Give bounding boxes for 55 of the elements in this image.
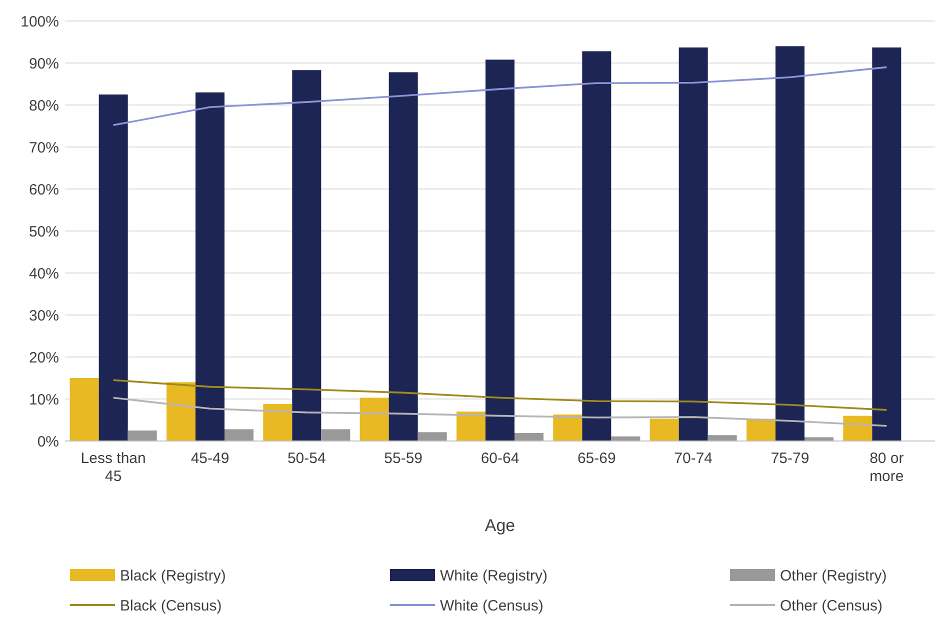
bar [98, 94, 128, 441]
line-series [112, 379, 888, 411]
bar [843, 416, 872, 441]
x-tick-label: 80 or more [870, 450, 904, 485]
bar [360, 398, 389, 441]
bar [418, 432, 447, 441]
legend-label: White (Census) [440, 597, 544, 614]
x-tick-label: 45-49 [190, 450, 230, 467]
y-tick-label: 70% [28, 139, 59, 156]
x-tick-label: 60-64 [480, 450, 520, 467]
bar [678, 47, 708, 441]
bar [582, 51, 612, 441]
bar [776, 46, 804, 441]
bar [70, 378, 99, 441]
bar [166, 382, 196, 441]
x-tick-label: Less than 45 [80, 450, 146, 485]
bar [553, 414, 582, 441]
x-tick-label: 75-79 [770, 450, 810, 467]
y-tick-label: 50% [28, 223, 59, 240]
y-tick-label: 60% [28, 181, 59, 198]
y-tick-label: 80% [28, 97, 59, 114]
bar [292, 70, 322, 441]
bar [804, 437, 834, 441]
bar [486, 60, 514, 441]
y-tick-label: 10% [28, 391, 59, 408]
y-tick-label: 0% [37, 433, 59, 450]
bar [321, 429, 350, 441]
legend-label: White (Registry) [440, 567, 548, 584]
y-tick-label: 30% [28, 307, 59, 324]
x-axis-title: Age [484, 516, 516, 535]
legend-label: Other (Census) [780, 597, 883, 614]
legend-label: Black (Census) [120, 597, 222, 614]
bar [263, 404, 292, 441]
line-series [112, 396, 888, 427]
y-tick-label: 100% [20, 13, 59, 30]
x-tick-label: 65-69 [577, 450, 616, 467]
bar [746, 418, 776, 441]
bar [456, 412, 486, 441]
bar [128, 430, 157, 441]
bar [872, 47, 902, 441]
bar [650, 418, 679, 441]
x-tick-label: 50-54 [287, 450, 326, 467]
x-tick-label: 70-74 [674, 450, 713, 467]
bar [514, 433, 544, 441]
legend-label: Other (Registry) [780, 567, 887, 584]
y-tick-label: 90% [28, 55, 59, 72]
bar [388, 72, 418, 441]
bar [224, 429, 254, 441]
bar [708, 435, 737, 441]
x-tick-label: 55-59 [384, 450, 423, 467]
y-tick-label: 40% [28, 265, 59, 282]
line-series [112, 66, 888, 126]
y-tick-label: 20% [28, 349, 59, 366]
legend-label: Black (Registry) [120, 567, 226, 584]
bar [196, 92, 224, 441]
